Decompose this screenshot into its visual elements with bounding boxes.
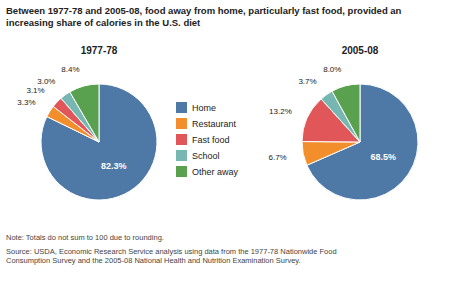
title-line: Between 1977-78 and 2005-08, food away f… <box>6 5 402 16</box>
annotation-line: Source: USDA, Economic Research Service … <box>6 247 337 256</box>
legend-item: Home <box>176 102 216 113</box>
pie-slice <box>302 142 360 166</box>
legend-item: Other away <box>176 166 239 177</box>
legend-item: Restaurant <box>176 118 237 129</box>
data-label: 13.2% <box>269 107 292 116</box>
legend-item: School <box>176 150 220 161</box>
legend-label: Fast food <box>192 135 230 145</box>
legend-label: School <box>192 151 220 161</box>
data-label: 3.7% <box>298 77 316 86</box>
legend-item: Fast food <box>176 134 230 145</box>
legend-swatch <box>176 150 187 161</box>
data-label: 3.3% <box>17 98 35 107</box>
legend-label: Home <box>192 103 216 113</box>
pie: 68.5% 6.7% 13.2% 3.7% 8.0% <box>268 65 418 200</box>
title: Between 1977-78 and 2005-08, food away f… <box>6 5 402 28</box>
pie-slice <box>41 84 157 200</box>
legend: Home Restaurant Fast food School Other away <box>176 102 239 177</box>
legend-swatch <box>176 166 187 177</box>
legend-label: Other away <box>192 167 239 177</box>
chart: Between 1977-78 and 2005-08, food away f… <box>0 0 450 284</box>
data-label: 3.0% <box>37 77 55 86</box>
legend-swatch <box>176 118 187 129</box>
title-line: increasing share of calories in the U.S.… <box>6 17 201 28</box>
data-label: 8.4% <box>61 65 79 74</box>
legend-label: Restaurant <box>192 119 237 129</box>
pie-slice <box>332 84 360 142</box>
data-label: 82.3% <box>101 161 127 171</box>
annotation: Note: Totals do not sum to 100 due to ro… <box>6 233 164 242</box>
pie: 82.3% 3.3% 3.1%3.0% 8.4% <box>17 65 157 200</box>
annotation: Source: USDA, Economic Research Service … <box>6 247 337 265</box>
data-label: 6.7% <box>268 153 286 162</box>
data-label: 68.5% <box>371 152 397 162</box>
annotation-line: Consumption Survey and the 2005-08 Natio… <box>6 256 301 265</box>
legend-swatch <box>176 102 187 113</box>
pie-slice <box>70 84 99 142</box>
pie-title: 1977-78 <box>81 45 118 56</box>
data-label: 3.1% <box>26 86 44 95</box>
annotation-line: Note: Totals do not sum to 100 due to ro… <box>6 233 164 242</box>
data-label: 8.0% <box>323 65 341 74</box>
legend-swatch <box>176 134 187 145</box>
pie-title: 2005-08 <box>342 45 379 56</box>
